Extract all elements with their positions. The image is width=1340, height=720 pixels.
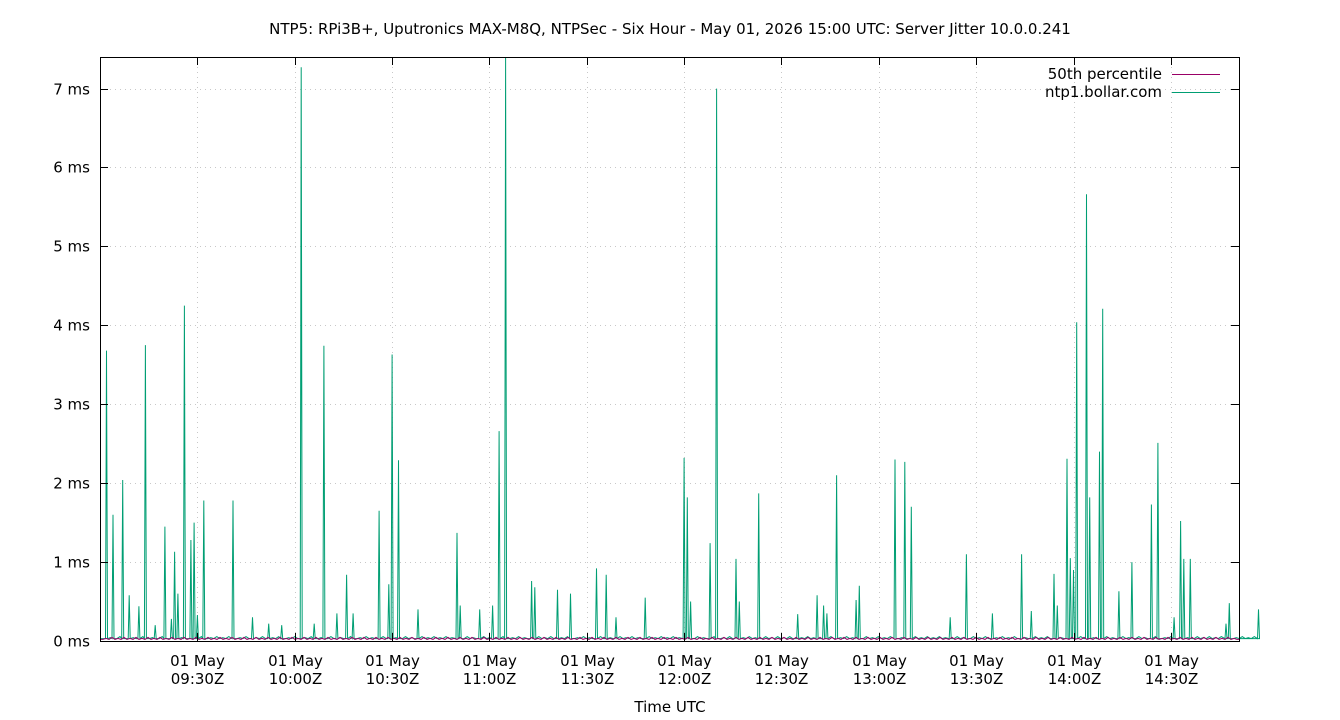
series-line-ntp1-bollar-com: [100, 56, 1261, 641]
y-tick-label: 3 ms: [53, 396, 90, 414]
chart-title: NTP5: RPi3B+, Uputronics MAX-M8Q, NTPSec…: [269, 20, 1071, 38]
x-tick-label-time: 14:00Z: [1048, 670, 1102, 688]
x-tick-label-date: 01 May: [657, 652, 712, 670]
x-tick-label-date: 01 May: [462, 652, 517, 670]
legend-label: ntp1.bollar.com: [1045, 83, 1162, 101]
grid: [100, 57, 1239, 641]
x-tick-label-date: 01 May: [365, 652, 420, 670]
x-axis-label: Time UTC: [633, 698, 705, 716]
x-tick-label-time: 11:30Z: [561, 670, 615, 688]
x-tick-label-date: 01 May: [754, 652, 809, 670]
x-tick-label-time: 10:30Z: [366, 670, 420, 688]
x-tick-label-date: 01 May: [949, 652, 1004, 670]
y-tick-label: 0 ms: [53, 633, 90, 651]
x-tick-label-time: 14:30Z: [1145, 670, 1199, 688]
x-tick-label-time: 12:30Z: [755, 670, 809, 688]
x-tick-label-time: 11:00Z: [463, 670, 517, 688]
x-tick-label-date: 01 May: [170, 652, 225, 670]
x-tick-label-time: 10:00Z: [269, 670, 323, 688]
y-tick-label: 5 ms: [53, 238, 90, 256]
legend-label: 50th percentile: [1048, 65, 1162, 83]
x-tick-label-date: 01 May: [852, 652, 907, 670]
y-tick-label: 6 ms: [53, 159, 90, 177]
x-tick-label-time: 12:00Z: [658, 670, 712, 688]
y-tick-label: 1 ms: [53, 554, 90, 572]
x-tick-label-date: 01 May: [1144, 652, 1199, 670]
y-tick-label: 2 ms: [53, 475, 90, 493]
y-tick-label: 7 ms: [53, 81, 90, 99]
series-lines: [100, 56, 1261, 641]
x-tick-label-time: 09:30Z: [171, 670, 225, 688]
x-tick-label-date: 01 May: [1047, 652, 1102, 670]
plot-frame: [100, 57, 1240, 642]
x-tick-label-time: 13:30Z: [950, 670, 1004, 688]
x-tick-label-date: 01 May: [560, 652, 615, 670]
series-line-50th-percentile: [100, 636, 1239, 640]
y-tick-label: 4 ms: [53, 317, 90, 335]
x-tick-label-time: 13:00Z: [853, 670, 907, 688]
x-tick-label-date: 01 May: [268, 652, 323, 670]
